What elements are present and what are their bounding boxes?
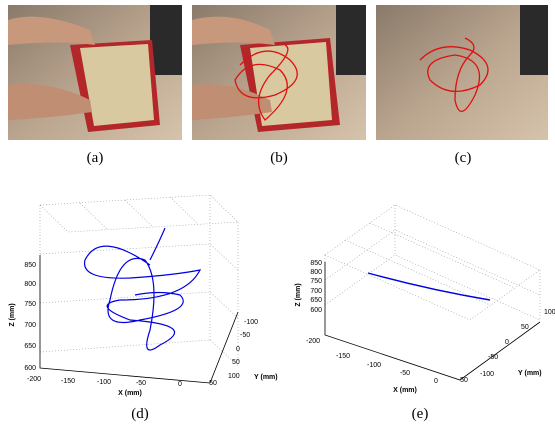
z-tick-label: 850 <box>24 262 36 269</box>
y-tick-label: -50 <box>488 354 498 361</box>
y-tick-label: 100 <box>544 309 555 316</box>
z-tick-label: 650 <box>24 343 36 350</box>
caption: (b) <box>270 150 288 166</box>
y-tick-label: 50 <box>521 324 529 331</box>
x-tick-label: -100 <box>367 362 381 369</box>
x-tick-label: -150 <box>336 353 350 360</box>
z-tick-label: 600 <box>310 307 322 314</box>
y-tick-label: 100 <box>228 373 240 380</box>
z-tick-label: 850 <box>310 260 322 267</box>
photo-b <box>192 5 366 140</box>
z-axis-label: Z (mm) <box>9 303 16 326</box>
caption: (d) <box>131 406 149 422</box>
z-tick-label: 750 <box>24 301 36 308</box>
z-tick-label: 650 <box>310 297 322 304</box>
x-tick-label: -200 <box>306 338 320 345</box>
photo-a <box>8 5 182 140</box>
y-tick-label: -100 <box>480 371 494 378</box>
plot-d <box>40 195 238 383</box>
x-axis-label: X (mm) <box>393 387 417 394</box>
y-tick-label: 50 <box>232 359 240 366</box>
y-tick-label: -50 <box>240 332 250 339</box>
z-tick-label: 800 <box>310 269 322 276</box>
x-tick-label: -150 <box>61 378 75 385</box>
y-tick-label: -100 <box>244 319 258 326</box>
z-tick-label: 700 <box>310 288 322 295</box>
y-tick-label: 0 <box>236 346 240 353</box>
x-tick-label: 0 <box>178 381 182 388</box>
photo-c <box>376 5 548 140</box>
x-tick-label: -50 <box>400 370 410 377</box>
x-tick-label: 50 <box>209 380 217 387</box>
x-axis-label: X (mm) <box>118 390 142 397</box>
y-axis-label: Y (mm) <box>518 370 542 377</box>
z-tick-label: 600 <box>24 365 36 372</box>
x-tick-label: -200 <box>27 376 41 383</box>
y-tick-label: 0 <box>505 339 509 346</box>
z-axis-label: Z (mm) <box>295 283 302 306</box>
caption: (a) <box>87 150 104 166</box>
x-tick-label: -50 <box>136 380 146 387</box>
x-tick-label: 0 <box>434 378 438 385</box>
figure: (a) (b) (c) (d) (e) 850 800 750 700 650 600 -200 -15… <box>0 0 555 429</box>
x-tick-label: -100 <box>97 379 111 386</box>
z-tick-label: 800 <box>24 281 36 288</box>
z-tick-label: 700 <box>24 322 36 329</box>
z-tick-label: 750 <box>310 278 322 285</box>
caption: (c) <box>455 150 472 166</box>
caption: (e) <box>412 406 429 422</box>
plot-e <box>325 205 540 380</box>
y-axis-label: Y (mm) <box>254 374 278 381</box>
x-tick-label: 50 <box>460 377 468 384</box>
